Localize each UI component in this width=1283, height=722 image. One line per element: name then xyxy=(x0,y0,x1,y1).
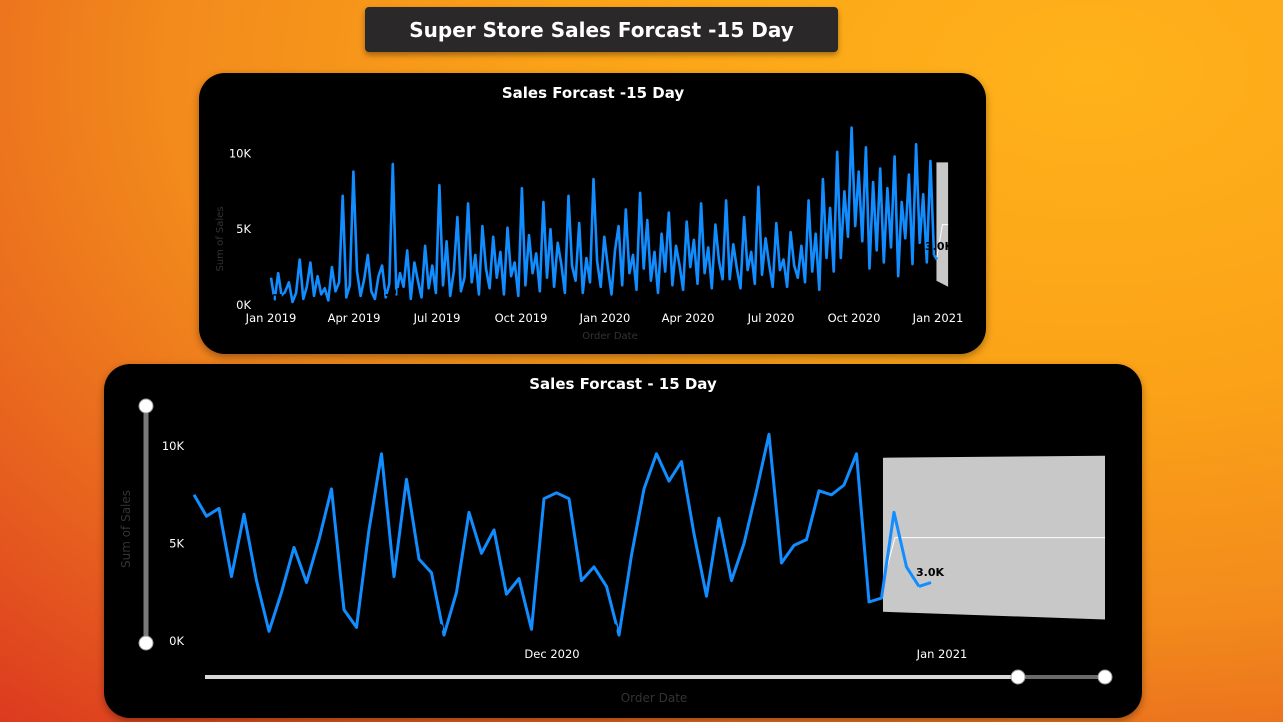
data-label: 3.0K xyxy=(925,240,953,253)
x-tick-label: Dec 2020 xyxy=(524,647,579,661)
x-range-slider-handle-right[interactable] xyxy=(1097,669,1113,685)
data-label: 0 xyxy=(436,622,444,635)
x-tick-label: Jan 2021 xyxy=(916,647,968,661)
y-tick-label: 5K xyxy=(236,222,251,236)
data-label: 0K xyxy=(891,286,908,299)
forecast-start-segment xyxy=(918,581,932,588)
y-axis-title: Sum of Sales xyxy=(215,206,226,271)
x-tick-label: Oct 2019 xyxy=(495,311,548,325)
chart-title: Sales Forcast -15 Day xyxy=(502,84,685,102)
x-tick-label: Jan 2020 xyxy=(579,311,631,325)
x-tick-label: Jul 2019 xyxy=(413,311,461,325)
y-tick-label: 0K xyxy=(169,634,184,648)
y-tick-label: 0K xyxy=(236,298,251,312)
x-tick-label: Apr 2020 xyxy=(662,311,715,325)
data-label: 0.0K xyxy=(377,286,405,299)
forecast-line xyxy=(935,224,949,260)
x-tick-label: Jul 2020 xyxy=(747,311,795,325)
data-label: 0 xyxy=(610,622,618,635)
x-tick-label: Apr 2019 xyxy=(328,311,381,325)
y-range-slider-handle-top[interactable] xyxy=(138,398,154,414)
x-tick-label: Jan 2021 xyxy=(912,311,964,325)
sales-series-line xyxy=(269,126,936,304)
y-tick-label: 10K xyxy=(229,146,252,160)
forecast-start-segment xyxy=(932,254,939,261)
x-tick-label: Oct 2020 xyxy=(828,311,881,325)
sales-forecast-chart-detail[interactable]: Sales Forcast - 15 Day Sum of Sales Orde… xyxy=(104,364,1142,718)
data-label: 0 xyxy=(258,622,266,635)
y-tick-label: 5K xyxy=(169,537,184,551)
chart-canvas: Sales Forcast - 15 Day Sum of Sales Orde… xyxy=(119,375,1113,705)
chart-title: Sales Forcast - 15 Day xyxy=(529,375,717,393)
x-range-slider-handle-left[interactable] xyxy=(1010,669,1026,685)
x-axis-title: Order Date xyxy=(621,691,688,705)
y-tick-label: 10K xyxy=(162,439,185,453)
chart-canvas: Sales Forcast -15 Day Sum of Sales Order… xyxy=(215,84,964,342)
y-axis-title: Sum of Sales xyxy=(119,490,133,568)
data-label: 0K xyxy=(821,286,838,299)
y-range-slider-handle-bottom[interactable] xyxy=(138,635,154,651)
x-axis-title: Order Date xyxy=(582,331,638,342)
page-title: Super Store Sales Forcast -15 Day xyxy=(365,7,838,52)
data-label: 0K xyxy=(271,292,288,305)
x-tick-label: Jan 2019 xyxy=(245,311,297,325)
data-label: 3.0K xyxy=(916,566,944,579)
sales-forecast-chart-overview[interactable]: Sales Forcast -15 Day Sum of Sales Order… xyxy=(199,73,986,354)
sales-series-line xyxy=(192,432,921,637)
